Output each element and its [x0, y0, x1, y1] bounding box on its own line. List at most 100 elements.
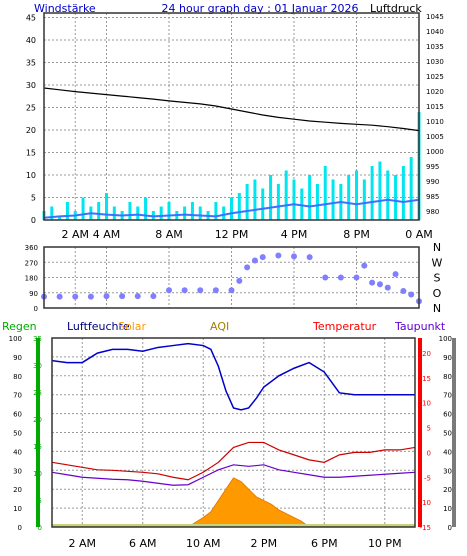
wind-direction-point: [103, 293, 110, 300]
pressure-tick-label: 1025: [426, 73, 444, 81]
pressure-tick-label: 980: [426, 208, 439, 216]
temperature-tick-label: 20: [422, 350, 431, 358]
temperature-tick-label: 10: [422, 400, 431, 408]
bottom-x-tick-label: 2 PM: [250, 537, 277, 550]
solar-tick-label: 50: [443, 430, 452, 438]
legend-aqi: AQI: [210, 320, 229, 333]
top-x-tick-label: 2 AM: [61, 228, 89, 241]
wind-tick-label: 0: [31, 216, 36, 225]
humidity-tick-label: 30: [13, 467, 22, 475]
dir-tick-label: 180: [25, 275, 38, 283]
wind-direction-point: [275, 252, 282, 259]
wind-direction-point: [166, 287, 172, 294]
humidity-line: [51, 342, 415, 411]
humidity-tick-label: 10: [13, 505, 22, 513]
temperature-tick-label: -5: [424, 474, 431, 482]
solar-tick-label: 30: [443, 467, 452, 475]
wind-tick-label: 25: [26, 104, 36, 113]
wind-direction-point: [259, 254, 266, 261]
pressure-line: [43, 87, 420, 132]
wind-tick-label: 10: [26, 171, 36, 180]
wind-direction-point: [322, 274, 329, 281]
wind-direction-point: [228, 287, 235, 294]
wind-direction-point: [408, 291, 415, 298]
wind-direction-point: [353, 274, 360, 281]
solar-tick-label: 40: [443, 448, 452, 456]
wind-direction-point: [376, 281, 383, 288]
wind-direction-point: [400, 288, 407, 295]
pressure-tick-label: 1020: [426, 88, 444, 96]
dir-tick-label: 360: [25, 244, 38, 252]
dir-tick-label: 90: [29, 290, 38, 298]
pressure-tick-label: 1010: [426, 118, 444, 126]
temperature-tick-label: 0: [427, 449, 431, 457]
pressure-tick-label: 1040: [426, 28, 444, 36]
temperature-line: [51, 441, 416, 481]
pressure-tick-label: 1000: [426, 148, 444, 156]
bottom-x-tick-label: 6 AM: [129, 537, 157, 550]
wind-direction-point: [56, 293, 63, 300]
wind-direction-point: [244, 264, 251, 271]
top-x-tick-label: 8 PM: [343, 228, 370, 241]
pressure-tick-label: 990: [426, 178, 439, 186]
top-x-tick-label: 0 AM: [405, 228, 433, 241]
pressure-tick-label: 1005: [426, 133, 444, 141]
legend-regen: Regen: [2, 320, 37, 333]
humidity-tick-label: 70: [13, 392, 22, 400]
humidity-tick-label: 50: [13, 430, 22, 438]
wind-tick-label: 40: [26, 36, 36, 45]
temperature-tick-label: -10: [420, 499, 431, 507]
top-x-tick-label: 8 AM: [155, 228, 183, 241]
solar-tick-label: 90: [443, 354, 452, 362]
solar-tick-label: 10: [443, 505, 452, 513]
rain-baseline: [52, 524, 415, 527]
wind-direction-point: [134, 293, 141, 300]
humidity-tick-label: 40: [13, 448, 22, 456]
wind-direction-point: [251, 257, 258, 264]
graph-title: 24 hour graph day : 01 Januar 2026: [162, 2, 359, 15]
wind-direction-point: [87, 293, 94, 300]
wind-direction-point: [337, 274, 344, 281]
wind-direction-point: [384, 284, 391, 291]
bottom-x-tick-label: 10 AM: [186, 537, 221, 550]
wind-direction-point: [197, 287, 204, 294]
humidity-tick-label: 60: [13, 411, 22, 419]
wind-direction-point: [72, 293, 79, 300]
dewpoint-line: [51, 464, 416, 486]
humidity-tick-label: 90: [13, 354, 22, 362]
compass-label: O: [433, 287, 442, 300]
wind-average-line: [43, 198, 420, 219]
solar-tick-label: 60: [443, 411, 452, 419]
compass-label: W: [432, 256, 443, 269]
temperature-tick-label: -15: [420, 524, 431, 532]
solar-tick-label: 80: [443, 373, 452, 381]
wind-tick-label: 5: [31, 194, 36, 203]
wind-tick-label: 30: [26, 81, 36, 90]
temperature-tick-label: 15: [422, 375, 431, 383]
wind-axis-title: Windstärke: [34, 2, 96, 15]
rain-tick-label: 0: [38, 524, 42, 532]
solar-tick-label: 70: [443, 392, 452, 400]
wind-direction-point: [236, 277, 243, 284]
wind-direction-point: [119, 293, 126, 300]
solar-axis-strip: [452, 338, 456, 527]
wind-direction-point: [150, 293, 157, 300]
bottom-panel-frame: [51, 337, 416, 528]
legend-temperatur: Temperatur: [312, 320, 377, 333]
bottom-x-tick-label: 6 PM: [311, 537, 338, 550]
solar-area: [186, 477, 311, 528]
dir-tick-label: 270: [25, 259, 38, 267]
solar-tick-label: 0: [448, 524, 452, 532]
wind-direction-point: [392, 271, 399, 278]
temperature-axis-strip: [418, 338, 422, 527]
wind-tick-label: 15: [26, 149, 36, 158]
pressure-tick-label: 1045: [426, 13, 444, 21]
humidity-tick-label: 80: [13, 373, 22, 381]
wind-direction-point: [306, 254, 313, 261]
rain-axis-strip: [36, 338, 40, 527]
humidity-tick-label: 100: [9, 335, 22, 343]
pressure-tick-label: 1015: [426, 103, 444, 111]
wind-tick-label: 20: [26, 126, 36, 135]
dir-tick-label: 0: [34, 305, 38, 313]
